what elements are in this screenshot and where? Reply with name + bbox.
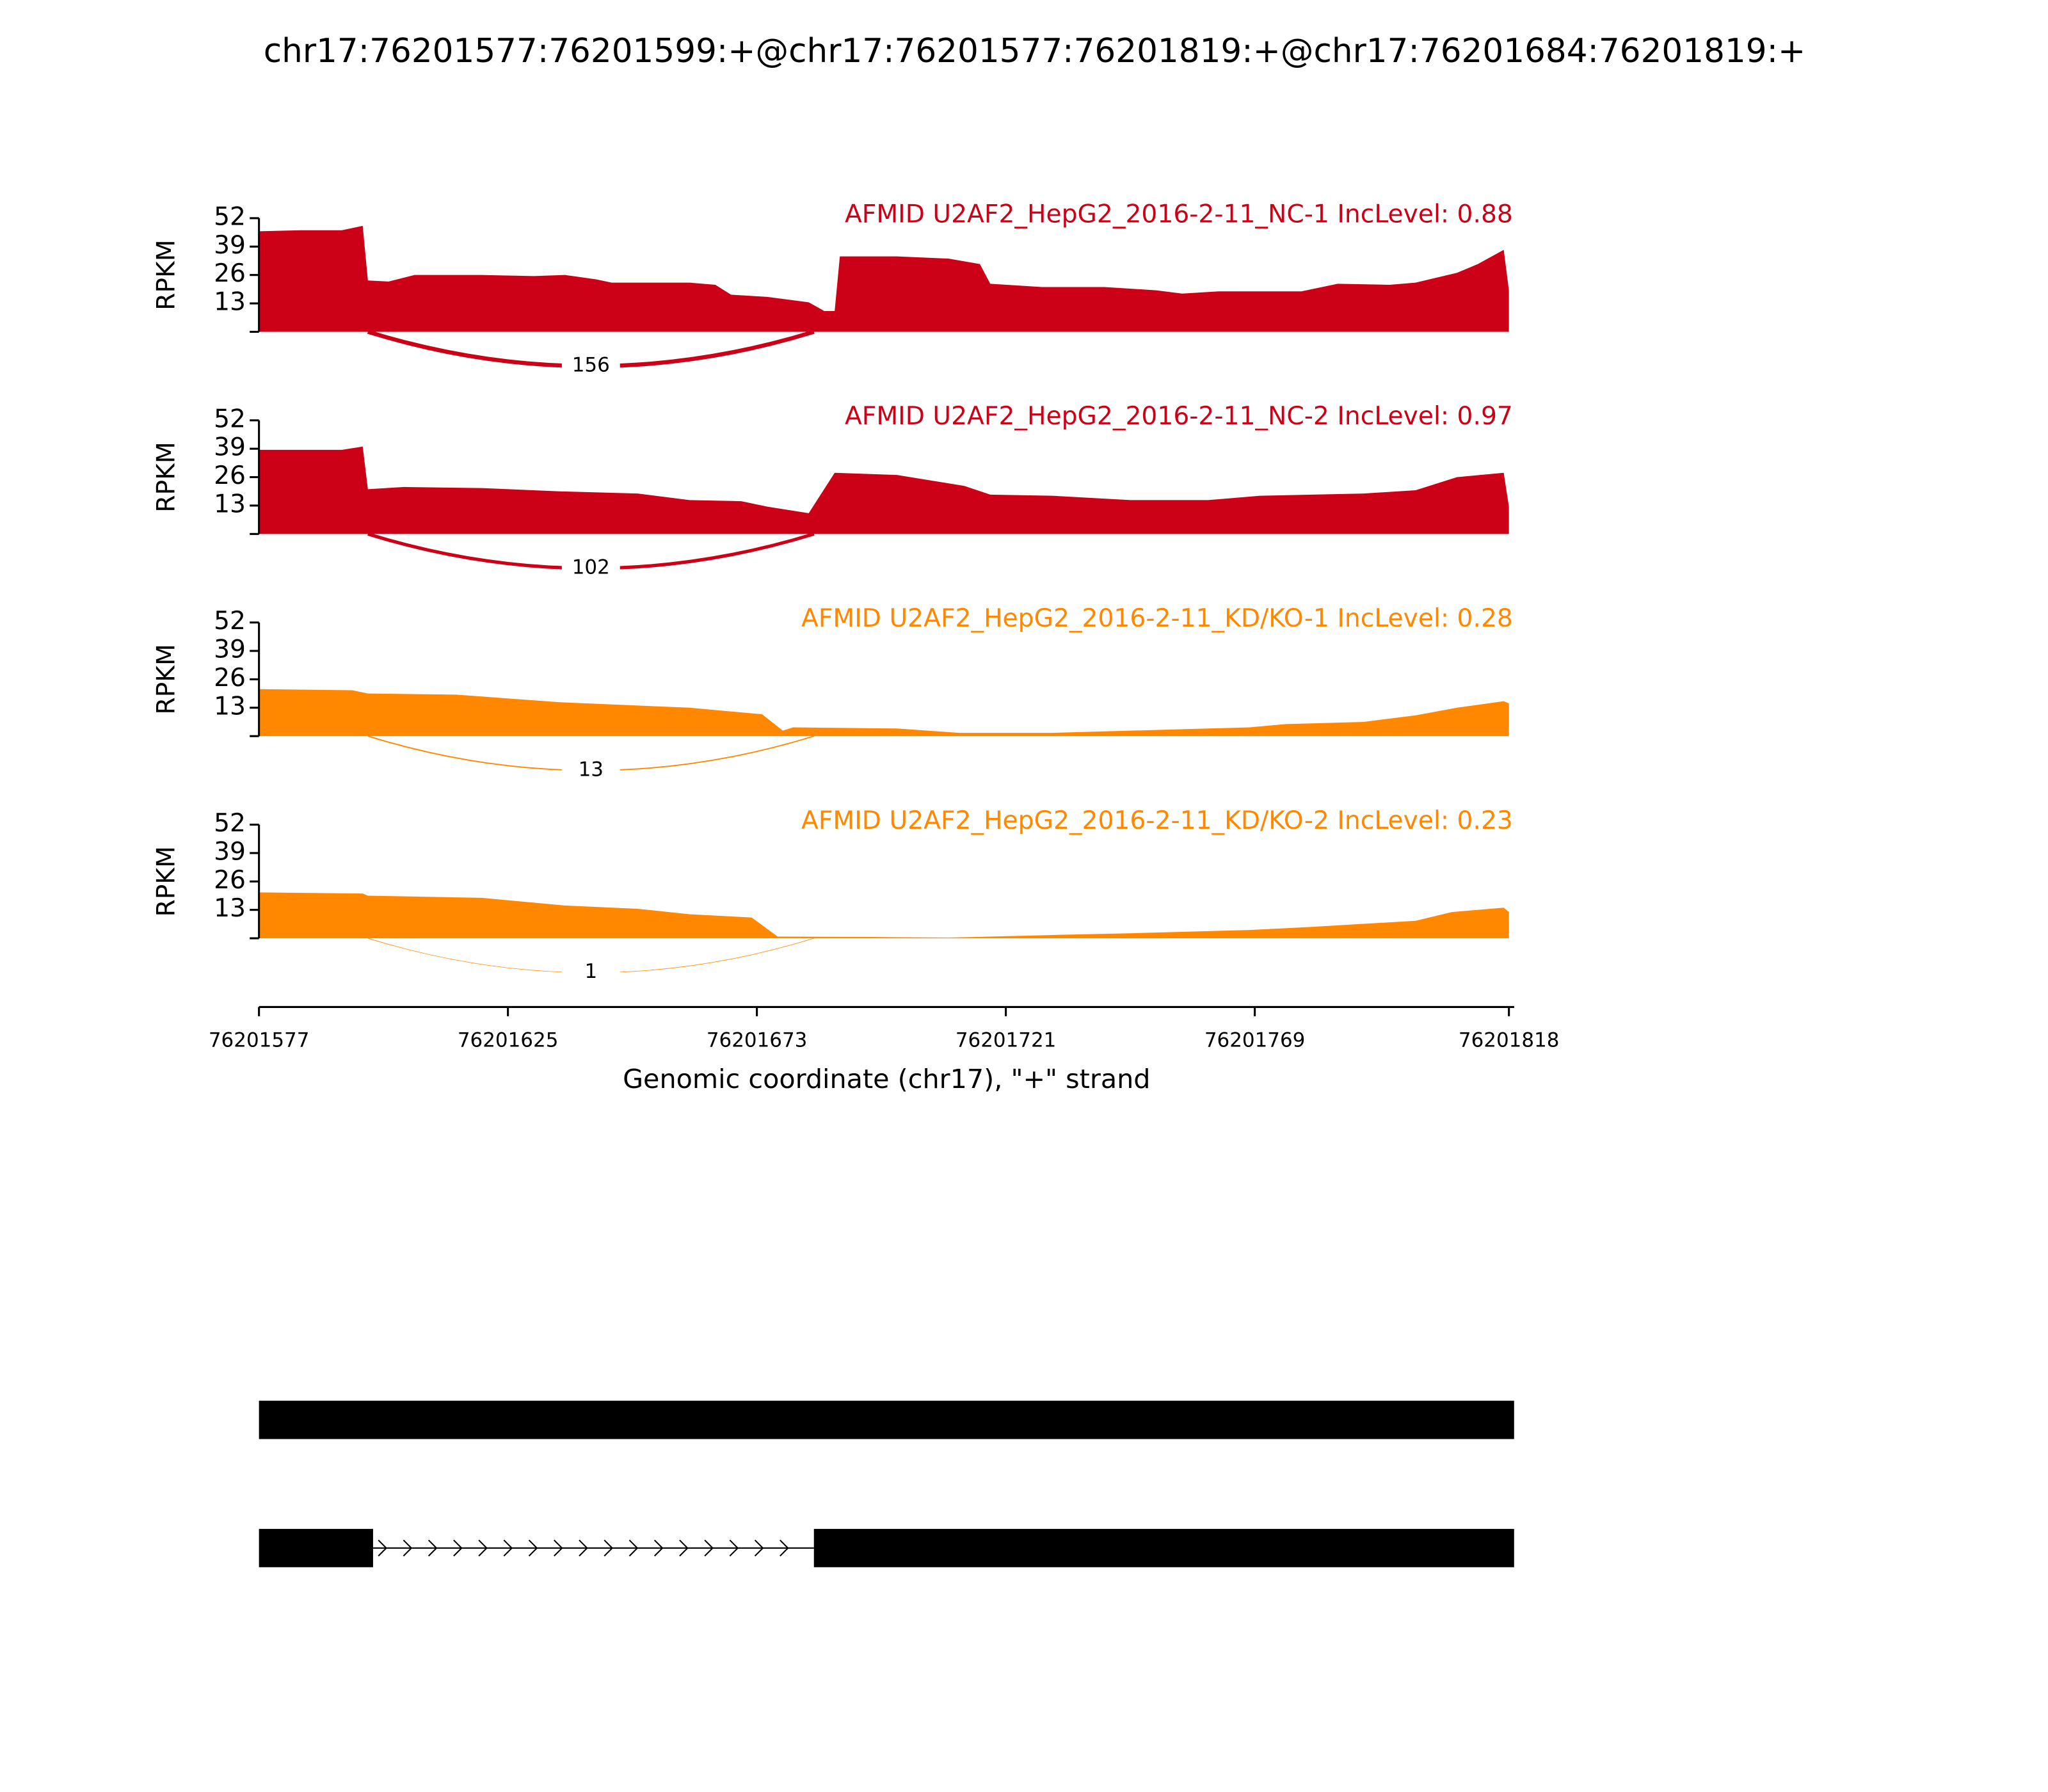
coverage-area [259, 225, 1509, 332]
junction-label-box [561, 555, 620, 582]
y-tick-label: 13 [214, 490, 246, 518]
track-title: AFMID U2AF2_HepG2_2016-2-11_NC-1 IncLeve… [845, 200, 1513, 228]
y-tick-label: 39 [214, 837, 246, 866]
y-axis-label: RPKM [152, 644, 181, 714]
plot-title: chr17:76201577:76201599:+@chr17:76201577… [264, 32, 1805, 70]
intron-chevron [378, 1539, 388, 1556]
junction-label-box [561, 353, 620, 380]
coverage-area [259, 892, 1509, 939]
y-tick-label: 26 [214, 259, 246, 288]
intron-chevron [428, 1539, 438, 1556]
y-tick-label: 26 [214, 461, 246, 490]
junction-count: 156 [572, 354, 610, 377]
intron-chevron [729, 1539, 739, 1556]
y-tick-label: 52 [214, 607, 246, 636]
intron-chevron [780, 1539, 789, 1556]
track-title: AFMID U2AF2_HepG2_2016-2-11_KD/KO-1 IncL… [801, 604, 1513, 633]
intron-chevron [604, 1539, 614, 1556]
intron-chevron [403, 1539, 413, 1556]
junction-count: 1 [584, 960, 597, 983]
intron-chevron [503, 1539, 513, 1556]
intron-chevron [478, 1539, 488, 1556]
y-tick-label: 13 [214, 692, 246, 721]
y-axis-label: RPKM [152, 846, 181, 916]
intron-chevron [653, 1539, 664, 1556]
y-tick-label: 26 [214, 866, 246, 895]
x-tick-label: 76201673 [707, 1029, 808, 1052]
y-axis-label: RPKM [152, 239, 181, 310]
x-tick-label: 76201577 [209, 1029, 310, 1052]
intron-chevron [528, 1539, 538, 1556]
y-tick-label: 26 [214, 664, 246, 692]
junction-count: 102 [572, 556, 610, 579]
y-tick-label: 13 [214, 288, 246, 317]
intron-chevron [754, 1539, 764, 1556]
intron-chevron [579, 1539, 588, 1556]
y-tick-label: 39 [214, 433, 246, 462]
y-tick-label: 39 [214, 636, 246, 664]
junction-label-box [561, 959, 620, 986]
coverage-area [259, 689, 1509, 737]
coverage-area [259, 446, 1509, 534]
track-title: AFMID U2AF2_HepG2_2016-2-11_KD/KO-2 IncL… [801, 806, 1513, 835]
exon [259, 1528, 373, 1567]
intron-chevron [453, 1539, 463, 1556]
intron-chevron [554, 1539, 563, 1556]
exon [813, 1528, 1514, 1567]
y-tick-label: 52 [214, 404, 246, 433]
y-tick-label: 52 [214, 202, 246, 231]
y-tick-label: 39 [214, 231, 246, 260]
x-tick-label: 76201721 [956, 1029, 1057, 1052]
y-tick-label: 52 [214, 809, 246, 838]
x-tick-label: 76201818 [1459, 1029, 1560, 1052]
exon [259, 1400, 1514, 1439]
y-tick-label: 13 [214, 894, 246, 923]
track-title: AFMID U2AF2_HepG2_2016-2-11_NC-2 IncLeve… [845, 402, 1513, 431]
intron-chevron [628, 1539, 639, 1556]
intron-chevron [704, 1539, 714, 1556]
intron-chevron [679, 1539, 689, 1556]
y-axis-label: RPKM [152, 442, 181, 512]
x-axis-label: Genomic coordinate (chr17), "+" strand [623, 1064, 1150, 1094]
junction-count: 13 [579, 758, 604, 781]
x-tick-label: 76201625 [458, 1029, 559, 1052]
x-tick-label: 76201769 [1204, 1029, 1306, 1052]
junction-label-box [561, 757, 620, 784]
